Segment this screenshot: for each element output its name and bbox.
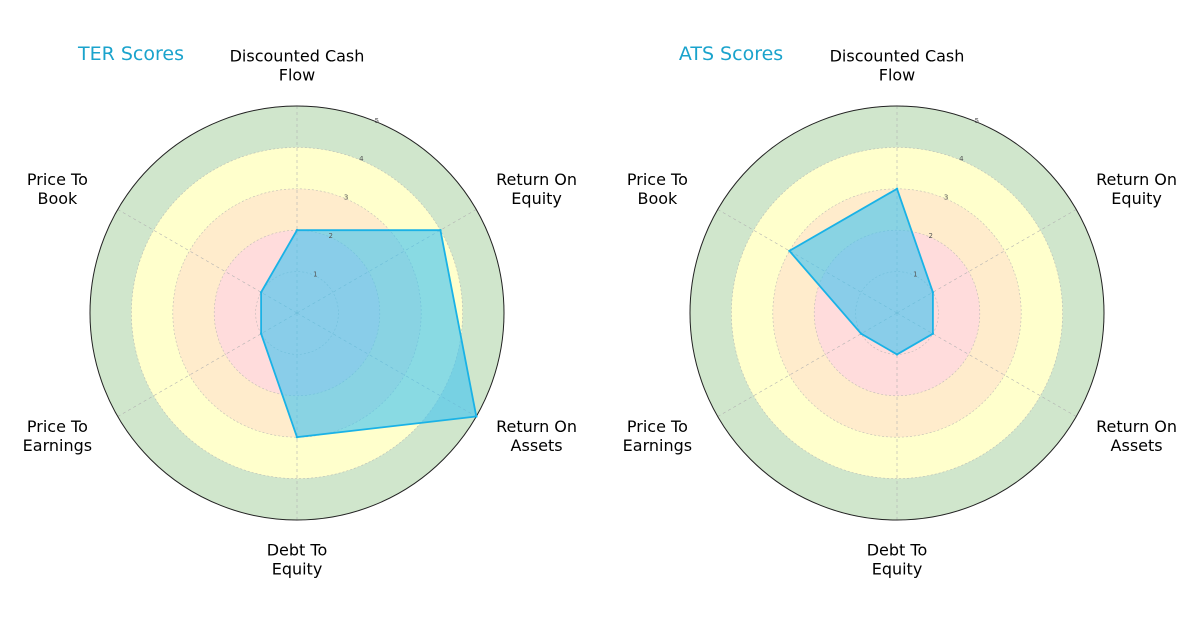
data-polygon xyxy=(260,229,478,439)
spoke-line xyxy=(117,209,298,314)
category-label-line: Debt To xyxy=(267,541,328,560)
category-label-line: Earnings xyxy=(23,436,92,455)
category-label: Debt To Equity xyxy=(267,541,328,579)
category-label-line: Return On xyxy=(1096,170,1177,189)
category-label: Return On Assets xyxy=(1096,417,1177,455)
radial-tick-label: 3 xyxy=(344,194,348,202)
data-point xyxy=(895,353,899,356)
data-point xyxy=(895,187,899,190)
data-point xyxy=(931,291,935,294)
category-label-line: Book xyxy=(637,189,678,208)
category-label-line: Earnings xyxy=(623,436,692,455)
spoke-line xyxy=(117,312,298,417)
category-label-line: Return On xyxy=(1096,417,1177,436)
category-label-line: Price To xyxy=(27,417,88,436)
data-point xyxy=(259,291,263,294)
category-label-line: Price To xyxy=(27,170,88,189)
radial-tick-label: 4 xyxy=(959,155,964,163)
category-label: Price To Earnings xyxy=(23,417,92,455)
radial-tick-label: 1 xyxy=(313,271,317,279)
data-point xyxy=(788,249,791,253)
category-label-line: Assets xyxy=(511,436,563,455)
grid-circle xyxy=(731,147,1063,479)
category-label-line: Equity xyxy=(1111,189,1162,208)
data-point xyxy=(295,436,299,439)
category-label: Discounted Cash Flow xyxy=(230,47,365,85)
category-label-line: Equity xyxy=(511,189,562,208)
radar-frame xyxy=(89,105,505,521)
category-label-line: Equity xyxy=(272,560,323,579)
category-label: Return On Equity xyxy=(1096,170,1177,208)
category-label: Return On Equity xyxy=(496,170,577,208)
category-label: Discounted Cash Flow xyxy=(830,47,965,85)
radial-tick-label: 5 xyxy=(975,117,979,125)
data-point xyxy=(439,229,442,232)
grid-circle xyxy=(131,147,463,479)
category-label-line: Flow xyxy=(279,66,316,85)
category-label-line: Debt To xyxy=(867,541,928,560)
category-label-line: Price To xyxy=(627,417,688,436)
radial-tick-label: 1 xyxy=(913,271,917,279)
category-label-line: Price To xyxy=(627,170,688,189)
category-label-line: Discounted Cash xyxy=(830,47,965,66)
spoke-line xyxy=(896,312,1077,417)
radial-tick-label: 4 xyxy=(359,155,364,163)
radial-tick-label: 5 xyxy=(375,117,379,125)
data-point xyxy=(931,332,935,335)
data-point xyxy=(295,229,299,232)
radial-tick-label: 2 xyxy=(328,232,332,240)
chart-title: TER Scores xyxy=(77,43,184,65)
category-label-line: Return On xyxy=(496,170,577,189)
category-label-line: Discounted Cash xyxy=(230,47,365,66)
category-label-line: Flow xyxy=(879,66,916,85)
category-label-line: Book xyxy=(37,189,78,208)
category-label: Price To Earnings xyxy=(623,417,692,455)
radial-tick-label: 2 xyxy=(928,232,932,240)
category-label-line: Return On xyxy=(496,417,577,436)
category-label: Price To Book xyxy=(27,170,88,208)
spoke-line xyxy=(896,209,1077,314)
spoke-line xyxy=(717,312,898,417)
category-label: Debt To Equity xyxy=(867,541,928,579)
category-label: Return On Assets xyxy=(496,417,577,455)
radar-frame xyxy=(689,105,1105,521)
category-label: Price To Book xyxy=(627,170,688,208)
data-point xyxy=(859,332,863,335)
chart-title: ATS Scores xyxy=(679,43,783,65)
category-label-line: Equity xyxy=(872,560,923,579)
data-point xyxy=(259,332,263,335)
category-label-line: Assets xyxy=(1111,436,1163,455)
radial-tick-label: 3 xyxy=(944,194,948,202)
data-point xyxy=(475,415,478,418)
